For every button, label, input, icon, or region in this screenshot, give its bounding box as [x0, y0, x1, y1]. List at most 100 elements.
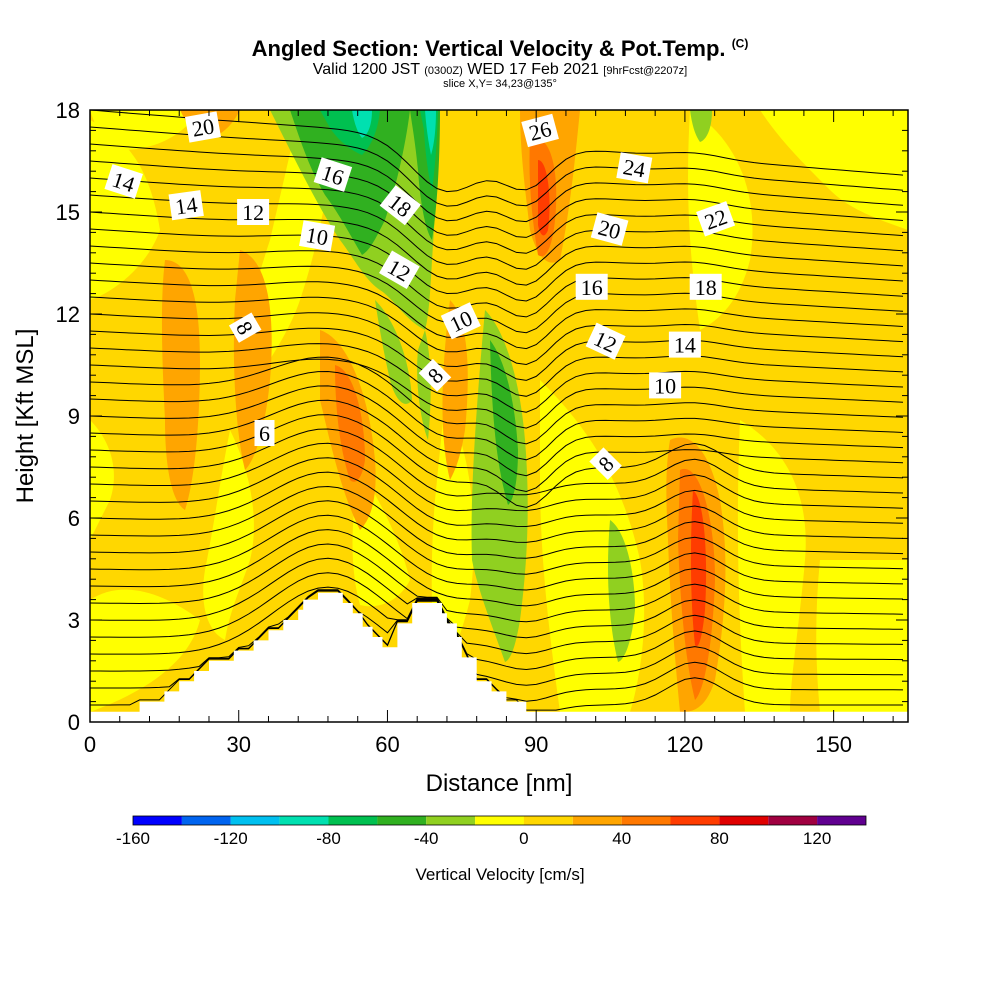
colorbar: -160 -120 -80 -40 0 40 80 120	[116, 815, 867, 848]
colorbar-swatch	[817, 816, 866, 825]
contour-label-bg	[521, 113, 559, 148]
downdraft-region	[471, 310, 528, 662]
contour-label: 24	[616, 152, 653, 184]
contour-label-text: 16	[581, 275, 603, 300]
y-tick-label: 15	[56, 200, 80, 225]
weak-updraft-region	[203, 430, 254, 640]
pot-temp-contour-line	[90, 358, 904, 429]
colorbar-swatch	[426, 816, 476, 825]
contour-label: 16	[313, 157, 353, 192]
pot-temp-contour-line	[90, 312, 904, 381]
y-tick-label: 6	[68, 506, 80, 531]
contour-label-bg	[590, 212, 629, 246]
pot-temp-contour-line	[90, 485, 904, 559]
contour-label-bg	[696, 201, 736, 237]
pot-temp-contour-line	[90, 543, 904, 623]
contour-label: 26	[521, 113, 559, 148]
colorbar-frame	[132, 815, 867, 826]
pot-temp-contour-line	[90, 457, 904, 528]
pot-temp-contour-line	[90, 557, 904, 639]
pot-temp-contour-line	[90, 160, 904, 238]
axis-ticks: 0 30 60 90 120 150 0 3 6 9 12 15 18	[56, 98, 908, 757]
pot-temp-contour-line	[90, 529, 904, 607]
strong-updraft-core	[690, 490, 707, 647]
pot-temp-contour-line	[90, 589, 904, 702]
y-tick-label: 18	[56, 98, 80, 123]
contour-label-text: 12	[242, 200, 264, 225]
contour-label-bg	[575, 273, 608, 300]
valid-utc: (0300Z)	[424, 65, 463, 77]
pot-temp-contour-line	[90, 126, 904, 207]
colorbar-swatch	[523, 816, 573, 825]
colorbar-swatch	[328, 816, 378, 825]
pot-temp-contour-line	[90, 245, 904, 318]
pot-temp-contour-line	[90, 572, 904, 655]
pot-temp-contour-line	[90, 471, 904, 543]
pot-temp-contour-line	[90, 385, 904, 477]
pot-temp-contour-line	[90, 500, 904, 575]
y-tick-label: 0	[68, 710, 80, 735]
pot-temp-contour-line	[90, 177, 904, 254]
slice-info: slice X,Y= 34,23@135°	[443, 78, 557, 90]
weak-updraft-region	[737, 420, 806, 712]
pot-temp-contour-line	[90, 586, 904, 671]
strong-updraft-core	[335, 365, 365, 482]
colorbar-swatch	[230, 816, 280, 825]
contour-label-text: 10	[304, 222, 330, 250]
colorbar-swatch	[133, 816, 182, 825]
pot-temp-contour-line	[90, 262, 904, 334]
chart-subtitle: Valid 1200 JST (0300Z) WED 17 Feb 2021 […	[0, 61, 1000, 79]
x-tick-label: 150	[815, 732, 852, 757]
contour-label-bg	[237, 199, 270, 225]
chart-title-text: Angled Section: Vertical Velocity & Pot.…	[251, 36, 726, 61]
contour-label: 10	[299, 220, 336, 252]
strong-downdraft-core	[490, 340, 518, 505]
pot-temp-contour-line	[90, 194, 904, 270]
colorbar-swatch	[377, 816, 427, 825]
contour-label: 18	[689, 273, 722, 300]
y-tick-label: 9	[68, 404, 80, 429]
colorbar-swatch	[475, 816, 524, 825]
pot-temp-contour-line	[90, 442, 904, 512]
contour-label-bg	[649, 372, 682, 399]
contour-label: 20	[184, 111, 222, 143]
contour-label: 14	[668, 331, 701, 358]
pot-temp-contour-line	[90, 296, 904, 366]
colorbar-tick-label: -40	[414, 829, 439, 848]
contour-label-text: 14	[674, 333, 696, 358]
contour-label-bg	[689, 273, 722, 300]
colorbar-tick-label: -80	[316, 829, 341, 848]
contour-label-text: 20	[190, 113, 216, 141]
contour-label-text: 24	[621, 154, 647, 182]
colorbar-swatch	[670, 816, 720, 825]
colorbar-swatch	[279, 816, 329, 825]
forecast-info: [9hrFcst@2207z]	[603, 65, 688, 77]
y-axis-title: Height [Kft MSL]	[12, 329, 39, 504]
colorbar-tick-label: 40	[612, 829, 631, 848]
contour-label: 10	[649, 372, 682, 399]
pot-temp-contour-line	[90, 143, 904, 223]
downdraft-region	[375, 300, 412, 404]
strong-downdraft-core	[425, 110, 436, 155]
colorbar-swatch	[181, 816, 231, 825]
colorbar-swatch	[768, 816, 818, 825]
downdraft-region	[690, 110, 712, 142]
strong-updraft-core	[538, 160, 550, 236]
weak-updraft-region	[90, 110, 200, 150]
valid-prefix: Valid 1200 JST	[312, 61, 420, 78]
pot-temp-contour-line	[90, 228, 904, 302]
colorbar-swatch	[621, 816, 671, 825]
pot-temp-contour-line	[90, 589, 903, 686]
updraft-region	[442, 300, 468, 480]
colorbar-swatch	[719, 816, 769, 825]
updraft-region	[233, 250, 272, 470]
pot-temp-contour-line	[90, 370, 904, 461]
contour-label-bg	[418, 358, 452, 392]
contour-label-bg	[299, 220, 336, 252]
colorbar-tick-label: -120	[214, 829, 248, 848]
contour-label: 8	[228, 312, 262, 343]
colorbar-tick-label: 0	[519, 829, 528, 848]
strong-downdraft-core	[352, 110, 372, 138]
x-tick-label: 120	[667, 732, 704, 757]
